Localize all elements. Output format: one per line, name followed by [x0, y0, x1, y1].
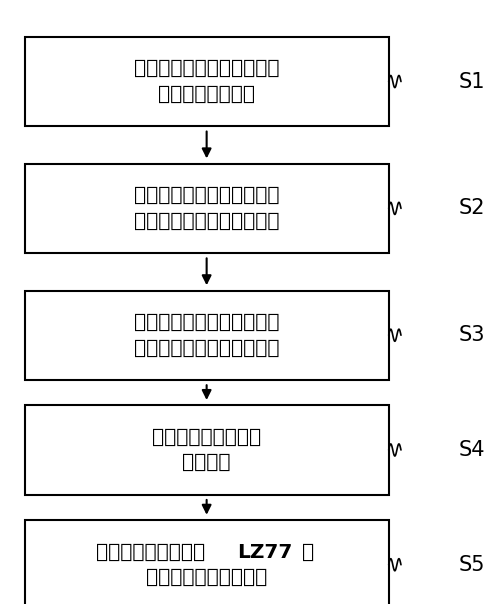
Text: 法实现数据压缩并传输: 法实现数据压缩并传输 — [146, 568, 267, 587]
Text: 关系网及关系网的数据序列: 关系网及关系网的数据序列 — [134, 211, 279, 231]
Text: S5: S5 — [459, 554, 486, 575]
Bar — [25, 37, 389, 126]
Text: 重要程度: 重要程度 — [183, 453, 231, 472]
Bar — [25, 291, 389, 380]
Text: 系统非周期性自检操作对应: 系统非周期性自检操作对应 — [134, 313, 279, 332]
Bar — [25, 405, 389, 495]
Bar — [25, 520, 389, 604]
Text: S2: S2 — [459, 198, 486, 219]
Text: 每个目标数据序列的: 每个目标数据序列的 — [152, 428, 261, 447]
Bar — [25, 164, 389, 253]
Text: 据解析为流式数据: 据解析为流式数据 — [158, 85, 255, 104]
Text: 获取日志数据，并将日志数: 获取日志数据，并将日志数 — [134, 59, 279, 79]
Text: LZ77: LZ77 — [237, 542, 292, 562]
Text: S4: S4 — [459, 440, 486, 460]
Text: 滑动窗口大小并利用: 滑动窗口大小并利用 — [96, 542, 205, 562]
Text: 的目标数据及目标数据序列: 的目标数据及目标数据序列 — [134, 338, 279, 358]
Text: S1: S1 — [459, 71, 486, 92]
Text: 算: 算 — [302, 542, 314, 562]
Text: S3: S3 — [459, 325, 486, 345]
Text: 流式数据的逻辑关系、数据: 流式数据的逻辑关系、数据 — [134, 186, 279, 205]
